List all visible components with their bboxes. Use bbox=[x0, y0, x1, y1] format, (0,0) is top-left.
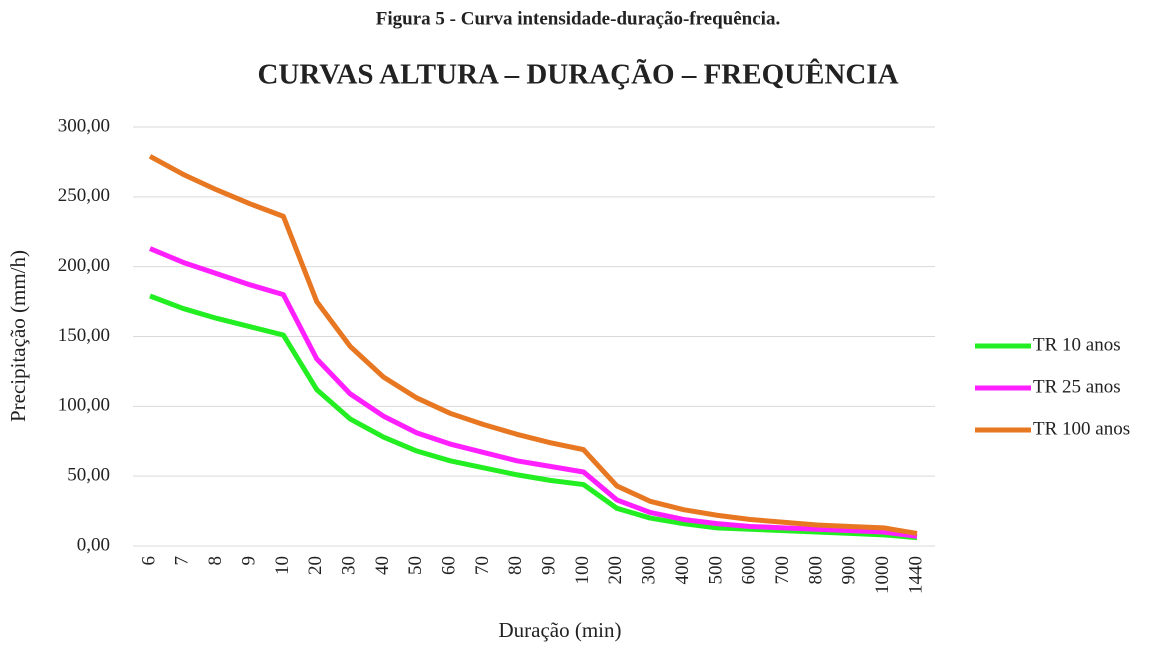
y-axis-label: Precipitação (mm/h) bbox=[6, 250, 30, 422]
x-tick-label: 90 bbox=[539, 556, 560, 575]
x-tick-label: 50 bbox=[405, 556, 426, 575]
x-tick-label: 300 bbox=[639, 556, 660, 585]
x-tick-label: 600 bbox=[739, 556, 760, 585]
legend-label: TR 10 anos bbox=[1033, 334, 1121, 355]
chart-title: CURVAS ALTURA – DURAÇÃO – FREQUÊNCIA bbox=[257, 58, 898, 91]
x-axis-label: Duração (min) bbox=[498, 618, 621, 642]
y-tick-label: 0,00 bbox=[77, 534, 110, 555]
y-tick-label: 150,00 bbox=[58, 325, 110, 346]
x-tick-label: 100 bbox=[572, 556, 593, 585]
line-series bbox=[149, 293, 918, 541]
x-tick-label: 1440 bbox=[905, 556, 926, 594]
x-tick-label: 30 bbox=[338, 556, 359, 575]
x-tick-label: 20 bbox=[305, 556, 326, 575]
x-tick-label: 800 bbox=[805, 556, 826, 585]
x-tick-label: 500 bbox=[705, 556, 726, 585]
y-tick-label: 200,00 bbox=[58, 255, 110, 276]
x-tick-label: 6 bbox=[138, 556, 159, 566]
legend-label: TR 25 anos bbox=[1033, 376, 1121, 397]
y-tick-label: 100,00 bbox=[58, 395, 110, 416]
x-tick-label: 8 bbox=[205, 556, 226, 566]
x-tick-label: 700 bbox=[772, 556, 793, 585]
x-tick-label: 60 bbox=[438, 556, 459, 575]
figure-caption: Figura 5 - Curva intensidade-duração-fre… bbox=[376, 8, 780, 29]
legend-label: TR 100 anos bbox=[1033, 418, 1130, 439]
line-series bbox=[148, 154, 918, 536]
y-tick-label: 50,00 bbox=[67, 465, 110, 486]
line-series bbox=[149, 246, 918, 539]
x-tick-label: 400 bbox=[672, 556, 693, 585]
x-tick-label: 80 bbox=[505, 556, 526, 575]
y-tick-label: 300,00 bbox=[58, 115, 110, 136]
x-tick-label: 9 bbox=[238, 556, 259, 566]
x-tick-label: 70 bbox=[472, 556, 493, 575]
x-tick-label: 7 bbox=[172, 556, 193, 566]
x-tick-label: 40 bbox=[372, 556, 393, 575]
x-tick-label: 200 bbox=[605, 556, 626, 585]
x-tick-label: 10 bbox=[272, 556, 293, 575]
x-tick-label: 1000 bbox=[872, 556, 893, 594]
x-tick-label: 900 bbox=[839, 556, 860, 585]
y-tick-label: 250,00 bbox=[58, 185, 110, 206]
